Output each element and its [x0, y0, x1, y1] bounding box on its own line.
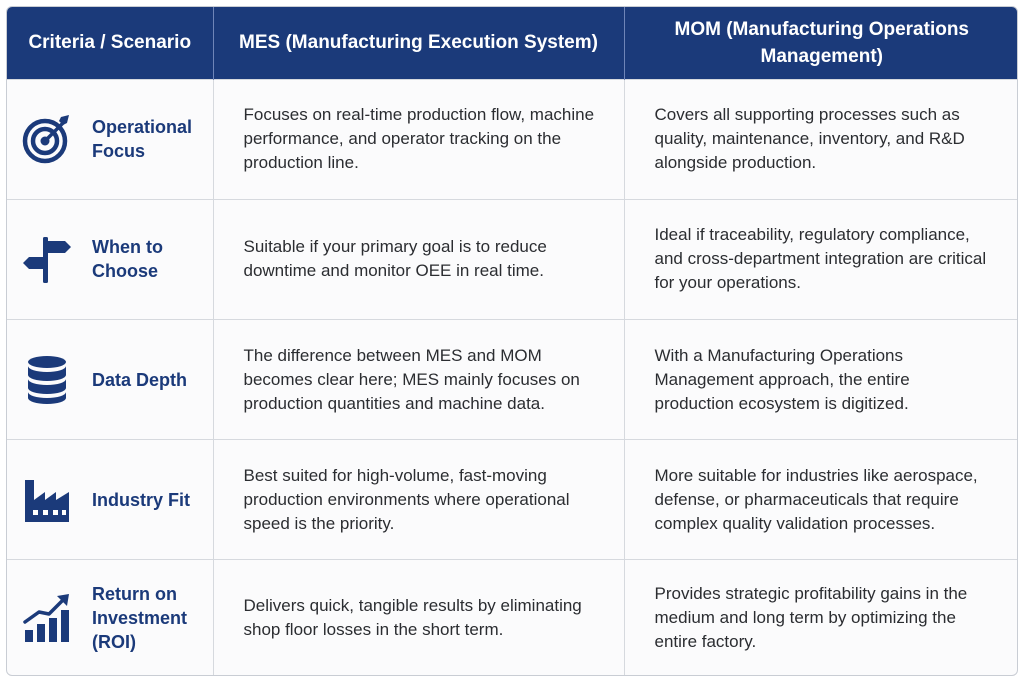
criteria-cell: Return on Investment (ROI) — [7, 559, 214, 675]
database-icon — [19, 352, 75, 408]
target-icon — [19, 111, 75, 167]
header-mes: MES (Manufacturing Execution System) — [213, 7, 625, 79]
criteria-label: Return on Investment (ROI) — [92, 583, 188, 652]
mom-cell: Covers all supporting processes such as … — [624, 78, 1017, 200]
criteria-label: Data Depth — [92, 369, 188, 390]
signpost-icon — [19, 231, 75, 287]
header-mom: MOM (Manufacturing Operations Management… — [624, 7, 1017, 79]
criteria-label: Industry Fit — [92, 489, 190, 510]
mes-cell: Delivers quick, tangible results by elim… — [213, 559, 625, 675]
factory-icon — [19, 472, 75, 528]
comparison-table: Criteria / Scenario MES (Manufacturing E… — [6, 6, 1018, 676]
mes-cell: Suitable if your primary goal is to redu… — [213, 198, 625, 320]
criteria-cell: Data Depth — [7, 318, 214, 440]
criteria-cell: Industry Fit — [7, 439, 214, 560]
criteria-label: When to Choose — [92, 237, 163, 282]
header-criteria: Criteria / Scenario — [7, 7, 214, 79]
mes-cell: Best suited for high-volume, fast-moving… — [213, 439, 625, 560]
criteria-cell: When to Choose — [7, 198, 214, 320]
mes-cell: Focuses on real-time production flow, ma… — [213, 78, 625, 200]
criteria-cell: Operational Focus — [7, 78, 214, 200]
table-row: Operational Focus Focuses on real-time p… — [7, 78, 1017, 200]
table-row: When to Choose Suitable if your primary … — [7, 198, 1017, 320]
mes-cell: The difference between MES and MOM becom… — [213, 318, 625, 440]
mom-cell: With a Manufacturing Operations Manageme… — [624, 318, 1017, 440]
table-row: Industry Fit Best suited for high-volume… — [7, 439, 1017, 560]
table-row: Data Depth The difference between MES an… — [7, 318, 1017, 440]
criteria-label: Operational Focus — [92, 117, 193, 162]
table-header-row: Criteria / Scenario MES (Manufacturing E… — [7, 7, 1017, 79]
growth-chart-icon — [19, 590, 75, 646]
mom-cell: Provides strategic profitability gains i… — [624, 559, 1017, 675]
mom-cell: More suitable for industries like aerosp… — [624, 439, 1017, 560]
table-row: Return on Investment (ROI) Delivers quic… — [7, 559, 1017, 675]
mom-cell: Ideal if traceability, regulatory compli… — [624, 198, 1017, 320]
